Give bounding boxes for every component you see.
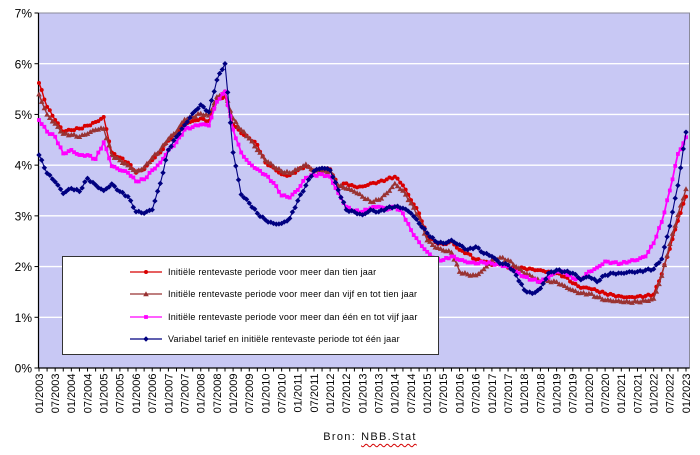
source-name: NBB.Stat xyxy=(361,431,417,443)
x-axis-label: 01/2004 xyxy=(66,374,78,414)
x-axis-label: 07/2016 xyxy=(471,374,483,414)
x-axis-label: 01/2014 xyxy=(390,374,402,414)
x-axis-label: 07/2012 xyxy=(341,374,353,414)
y-axis-label: 5% xyxy=(15,108,33,122)
x-axis-label: 01/2018 xyxy=(519,374,531,414)
x-axis-label: 01/2012 xyxy=(325,374,337,414)
x-axis-label: 01/2022 xyxy=(649,374,661,414)
x-axis-label: 01/2013 xyxy=(357,374,369,414)
x-axis-label: 07/2004 xyxy=(82,374,94,414)
x-axis-label: 01/2016 xyxy=(454,374,466,414)
legend-label: Variabel tarief en initiële rentevaste p… xyxy=(168,333,400,344)
circle-legend-marker-icon xyxy=(130,270,162,275)
x-axis-label: 01/2019 xyxy=(551,374,563,414)
x-axis-label: 07/2013 xyxy=(374,374,386,414)
y-axis-label: 0% xyxy=(15,362,33,376)
x-axis-label: 07/2003 xyxy=(50,374,62,414)
x-axis-label: 07/2019 xyxy=(568,374,580,414)
y-axis-label: 1% xyxy=(15,311,33,325)
x-axis-label: 07/2014 xyxy=(406,374,418,414)
series-markers-3 xyxy=(36,61,689,297)
x-axis-label: 01/2009 xyxy=(228,374,240,414)
legend-label: Initiële rentevaste periode voor meer da… xyxy=(168,267,377,278)
legend-label: Initiële rentevaste periode voor meer da… xyxy=(168,289,418,300)
legend-item: Variabel tarief en initiële rentevaste p… xyxy=(129,334,434,344)
x-axis-label: 01/2006 xyxy=(131,374,143,414)
y-axis-label: 6% xyxy=(15,57,33,71)
series-markers-1 xyxy=(36,88,689,305)
x-axis-label: 07/2017 xyxy=(503,374,515,414)
x-axis-label: 01/2017 xyxy=(487,374,499,414)
x-axis-label: 01/2023 xyxy=(681,374,693,414)
x-axis-label: 01/2015 xyxy=(422,374,434,414)
triangle-legend-marker-icon xyxy=(130,291,162,297)
x-axis-label: 07/2010 xyxy=(276,374,288,414)
y-axis-label: 4% xyxy=(15,159,33,173)
x-axis-label: 01/2003 xyxy=(34,374,46,414)
legend-item: Initiële rentevaste periode voor meer da… xyxy=(129,289,434,299)
x-axis-label: 07/2018 xyxy=(535,374,547,414)
x-axis-label: 07/2022 xyxy=(665,374,677,414)
y-axis-label: 3% xyxy=(15,209,33,223)
square-legend-marker-icon xyxy=(130,314,162,319)
legend-label: Initiële rentevaste periode voor meer da… xyxy=(168,311,418,322)
x-axis-label: 07/2020 xyxy=(600,374,612,414)
x-axis-label: 01/2021 xyxy=(616,374,628,414)
legend-item: Initiële rentevaste periode voor meer da… xyxy=(129,267,434,277)
x-axis-label: 01/2020 xyxy=(584,374,596,414)
source-prefix: Bron: xyxy=(323,431,357,443)
y-axis-label: 7% xyxy=(15,7,33,21)
legend: Initiële rentevaste periode voor meer da… xyxy=(62,256,439,355)
x-axis-label: 07/2008 xyxy=(212,374,224,414)
x-axis-label: 07/2015 xyxy=(438,374,450,414)
legend-item: Initiële rentevaste periode voor meer da… xyxy=(129,312,434,322)
x-axis-label: 07/2005 xyxy=(115,374,127,414)
x-axis-label: 07/2011 xyxy=(309,374,321,413)
x-axis-label: 07/2007 xyxy=(179,374,191,414)
x-axis-label: 01/2011 xyxy=(293,374,305,413)
x-axis-label: 01/2005 xyxy=(99,374,111,414)
x-axis-label: 07/2006 xyxy=(147,374,159,414)
x-axis-label: 01/2010 xyxy=(260,374,272,414)
x-axis-label: 01/2007 xyxy=(163,374,175,414)
x-axis-label: 01/2008 xyxy=(196,374,208,414)
x-axis-label: 07/2021 xyxy=(632,374,644,414)
diamond-legend-marker-icon xyxy=(130,336,162,342)
x-axis-label: 07/2009 xyxy=(244,374,256,414)
y-axis-label: 2% xyxy=(15,260,33,274)
source-note: Bron: NBB.Stat xyxy=(40,431,700,443)
